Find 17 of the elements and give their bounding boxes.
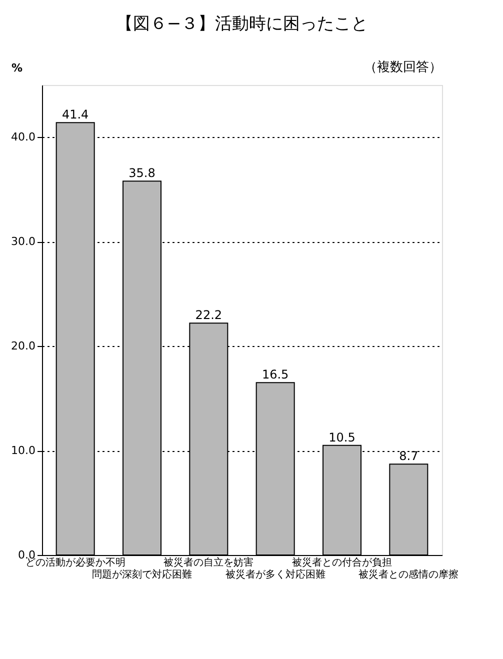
data-label: 22.2	[195, 308, 222, 322]
y-tick-label: 10.0	[11, 444, 36, 458]
x-tick-label: 問題が深刻で対応困難	[92, 568, 192, 580]
data-label: 35.8	[128, 166, 156, 180]
x-tick-label: 被災者が多く対応困難	[225, 568, 326, 580]
chart-title: 【図６−３】活動時に困ったこと	[116, 14, 368, 34]
y-tick-label: 20.0	[11, 340, 36, 353]
x-tick-label: 被災者の自立を妨害	[164, 556, 254, 568]
data-label: 41.4	[62, 108, 89, 122]
data-label: 10.5	[328, 430, 356, 444]
y-tick-label: 30.0	[11, 235, 36, 248]
y-tick-label: 40.0	[11, 130, 36, 144]
text: （複数回答）	[364, 60, 442, 75]
data-label: 16.5	[262, 368, 289, 382]
x-tick-label: 被災者との感情の摩擦	[358, 568, 459, 580]
x-tick-label: 被災者との付合が負担	[292, 556, 392, 568]
y-axis-title: %	[11, 62, 22, 74]
